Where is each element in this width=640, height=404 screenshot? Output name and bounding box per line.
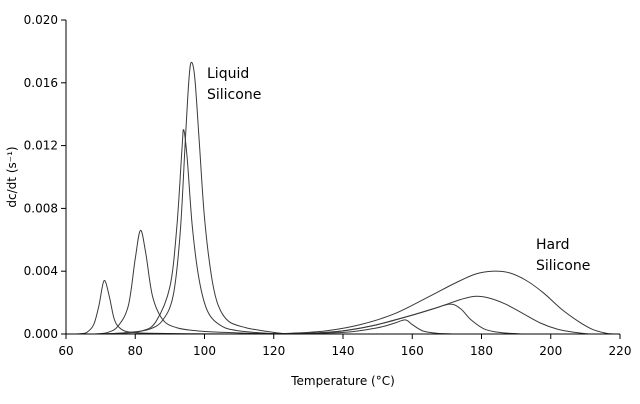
annotation-label: Hard Silicone [536,237,590,274]
y-tick-label: 0.004 [24,264,58,278]
y-tick-label: 0.008 [24,201,58,215]
annotation-label: Liquid Silicone [207,66,261,103]
series-line-2 [93,229,274,335]
series-line-5 [256,303,524,335]
x-tick-label: 140 [332,344,355,358]
series-line-1 [72,280,240,335]
x-tick-label: 80 [128,344,143,358]
x-axis-ticks: 60 80 100 120 140 160 180 200 220 [58,334,631,358]
chart-series-group [72,61,614,335]
series-line-4 [100,61,295,335]
x-tick-label: 120 [262,344,285,358]
y-axis-ticks: 0.000 0.004 0.008 0.012 0.016 0.020 [24,13,66,341]
x-tick-label: 100 [193,344,216,358]
x-tick-label: 160 [401,344,424,358]
x-axis-title: Temperature (°C) [290,374,395,388]
y-tick-label: 0.012 [24,139,58,153]
series-line-7 [256,270,614,335]
y-tick-label: 0.016 [24,76,58,90]
y-tick-label: 0.020 [24,13,58,27]
x-tick-label: 60 [58,344,73,358]
chart-axes [65,20,620,335]
x-tick-label: 200 [539,344,562,358]
annotations-group: Liquid Silicone Hard Silicone [207,66,590,274]
series-line-8 [273,319,454,335]
x-tick-label: 220 [609,344,632,358]
y-tick-label: 0.000 [24,327,58,341]
series-line-6 [273,295,589,335]
x-tick-label: 180 [470,344,493,358]
y-axis-title: dc/dt (s⁻¹) [5,146,19,207]
